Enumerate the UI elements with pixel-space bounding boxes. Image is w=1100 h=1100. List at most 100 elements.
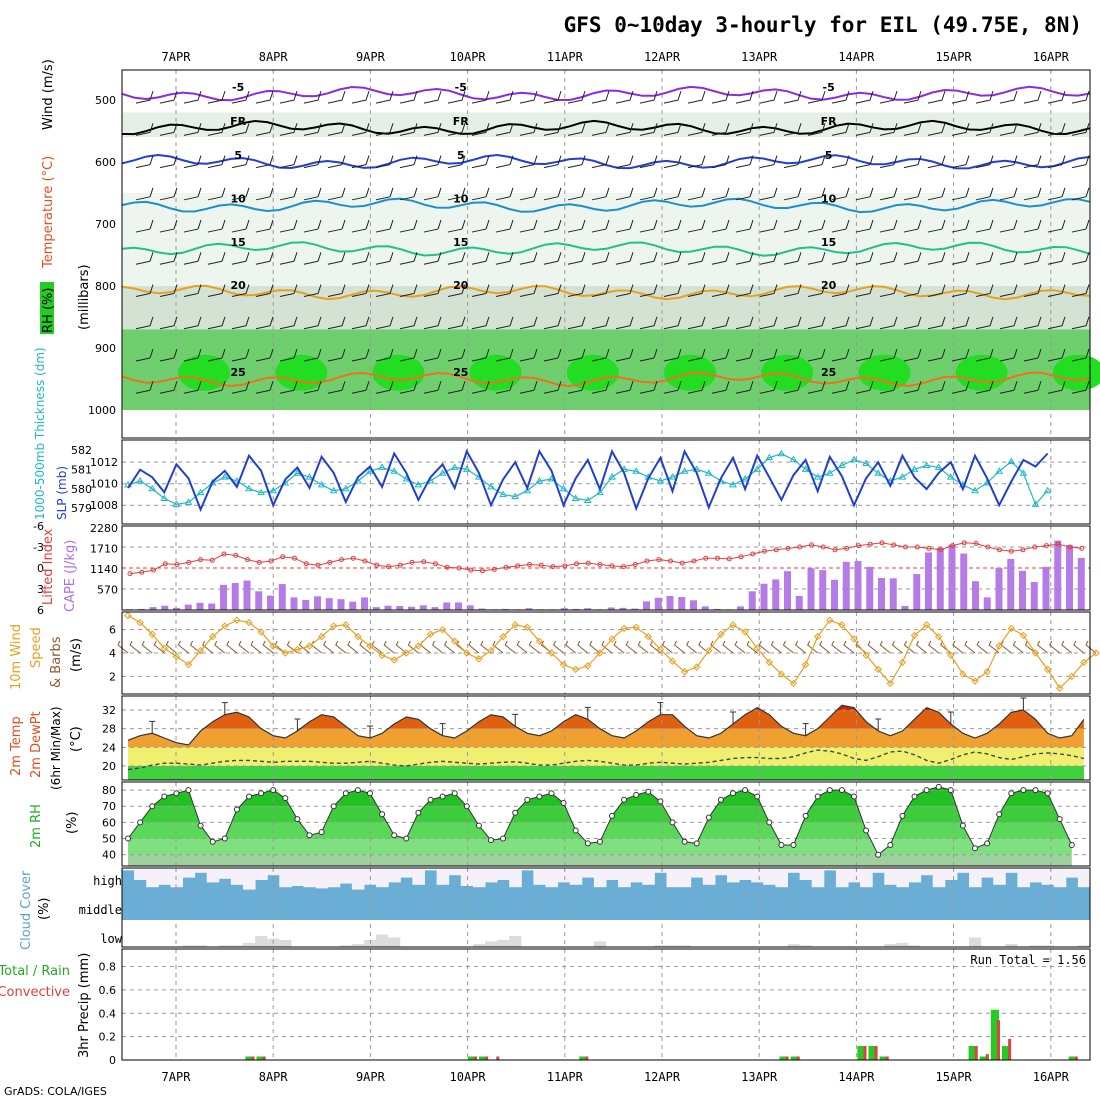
wind-barb — [207, 219, 226, 233]
wind-barb — [663, 252, 682, 265]
surface-wind-barb — [915, 640, 927, 654]
cloud-gap — [557, 920, 571, 947]
rh-point — [742, 787, 749, 794]
wind-barb — [183, 252, 202, 265]
rh-point — [766, 819, 773, 826]
rh-point — [221, 835, 228, 842]
rh-label-b: (%) — [65, 812, 80, 835]
wind-barb — [1023, 381, 1042, 394]
thickness-point — [946, 473, 955, 480]
rh-point — [1068, 842, 1075, 848]
surface-wind-barb — [359, 640, 371, 654]
low-cloud-bar — [472, 944, 486, 947]
wind-speed-point — [850, 635, 858, 643]
wind-barb — [927, 316, 946, 330]
cape-bar — [889, 578, 897, 610]
wind-speed-point — [959, 670, 967, 678]
wind-barb — [207, 252, 226, 265]
cloud-gap — [218, 868, 232, 879]
wind-barb — [615, 252, 634, 265]
cloud-gap — [472, 920, 486, 945]
wind-barb — [591, 123, 610, 136]
surface-wind-barb — [1012, 640, 1024, 654]
wind-barb — [903, 252, 922, 265]
thickness-point — [341, 484, 350, 492]
li-point — [950, 543, 955, 549]
wind-barb — [303, 187, 322, 201]
li-point — [562, 563, 568, 569]
wind-speed-point — [136, 618, 144, 627]
surface-wind-barb — [988, 640, 1000, 654]
top-day-label: 14APR — [838, 50, 875, 64]
cloud-gap — [569, 868, 583, 885]
y-tick-label: 24 — [102, 741, 116, 754]
wind-barb — [423, 219, 442, 233]
cape-bar — [466, 605, 474, 610]
isotherm-line — [121, 119, 1091, 136]
wind-barb — [759, 252, 778, 265]
cloud-gap — [170, 920, 183, 947]
wind-barb — [663, 316, 682, 330]
temp-bands — [128, 705, 1084, 780]
surface-wind-barb — [565, 640, 577, 654]
wind-barb — [999, 123, 1018, 136]
wind-speed-point — [983, 668, 991, 676]
precipitation-panel: 0.8 0.6 0.4 0.2 0 — [99, 948, 1091, 1067]
wind-barb — [1047, 348, 1066, 362]
cloud-gap — [1029, 868, 1043, 883]
wind-barb — [951, 90, 970, 104]
wind-speed-point — [874, 665, 882, 674]
low-cloud-bar — [884, 944, 897, 947]
wind-barb — [543, 155, 562, 169]
wind-speed-point — [571, 665, 580, 674]
wind-barb — [207, 316, 226, 330]
rh-band-dry — [122, 112, 1090, 138]
wind-barb — [303, 348, 322, 362]
rh-point — [851, 793, 857, 800]
total-precip-bar — [1001, 1045, 1011, 1060]
thickness-point — [462, 465, 471, 472]
rh-saturated-cell — [858, 354, 911, 391]
wind-barb — [783, 155, 802, 169]
li-point — [574, 561, 579, 567]
wind-speed-point — [463, 649, 471, 657]
li-point — [1055, 541, 1061, 547]
cloud-gap — [1041, 868, 1055, 885]
cloud-gap — [376, 920, 389, 935]
low-cloud-bar — [497, 940, 510, 947]
wind-barb — [543, 219, 562, 233]
wind-barb — [279, 123, 298, 136]
top-day-label: 16APR — [1033, 50, 1070, 64]
wind-speed-point — [717, 630, 725, 638]
surface-wind-barb — [698, 640, 710, 654]
cloud-gap — [981, 920, 994, 947]
cloud-gap — [339, 920, 353, 946]
cloud-gap — [182, 920, 196, 946]
thickness-point — [390, 467, 399, 474]
wind-barb — [783, 187, 802, 201]
surface-wind-barb — [589, 640, 601, 654]
low-cloud-bar — [969, 937, 982, 947]
cape-bar — [1007, 558, 1015, 610]
cape-bar — [619, 607, 627, 610]
wind-barb — [615, 219, 634, 233]
thickness-point — [571, 494, 580, 501]
minmax-whisker — [947, 711, 954, 724]
li-point — [750, 551, 756, 557]
rh-point — [754, 793, 761, 800]
y-tick-label: 1000 — [88, 404, 116, 417]
cape-bar — [1019, 570, 1026, 610]
cloud-gap — [799, 868, 813, 880]
cape-bar — [948, 544, 956, 610]
li-point — [550, 564, 556, 570]
thickness-point — [850, 455, 858, 463]
low-cloud-bar — [218, 945, 232, 947]
thickness-point — [934, 463, 943, 470]
rh-labels: 2m RH (%) — [29, 804, 80, 848]
rh-point — [790, 842, 797, 848]
isotherm-label: FR — [230, 115, 247, 128]
wind-barb — [783, 90, 802, 104]
isotherm-label: 20 — [231, 279, 247, 292]
surface-wind-barb — [1000, 640, 1012, 654]
